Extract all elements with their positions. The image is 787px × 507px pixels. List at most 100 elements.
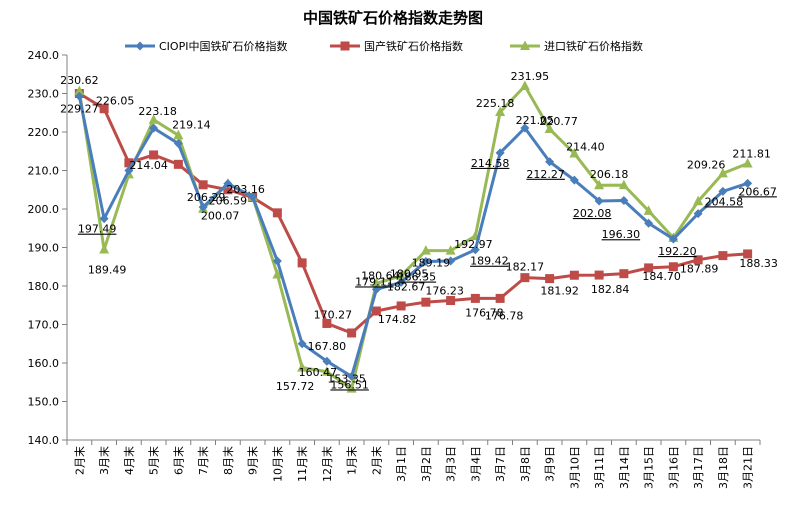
data-point: [644, 218, 654, 228]
data-point: [520, 40, 530, 50]
data-label: 202.08: [573, 207, 612, 220]
data-label: 200.07: [201, 210, 240, 223]
data-point: [569, 270, 579, 280]
data-label: 160.47: [299, 366, 338, 379]
x-tick-label: 7月末: [196, 446, 210, 475]
data-point: [297, 258, 307, 268]
data-point: [371, 306, 381, 316]
data-label: 179.11: [355, 275, 394, 288]
data-label: 226.05: [96, 95, 135, 108]
data-label: 206.59: [209, 195, 248, 208]
data-label: 157.72: [276, 380, 315, 393]
x-tick-label: 3月17日: [692, 446, 705, 489]
data-label: 204.58: [705, 195, 744, 208]
data-point: [693, 195, 704, 206]
data-label: 156.51: [330, 378, 369, 391]
y-tick-label: 230.0: [28, 88, 60, 101]
data-point: [743, 178, 753, 188]
data-point: [420, 245, 431, 255]
x-tick-label: 1月末: [345, 446, 359, 475]
y-tick-label: 140.0: [28, 434, 60, 447]
data-point: [519, 80, 530, 90]
data-point: [124, 158, 134, 168]
x-tick-label: 3月15日: [643, 446, 656, 489]
data-point: [742, 158, 753, 168]
data-label: 176.78: [485, 309, 524, 322]
legend-item: CIOPI中国铁矿石价格指数: [125, 39, 287, 53]
data-label: 209.26: [687, 158, 726, 171]
data-point: [594, 270, 604, 280]
data-point: [173, 129, 184, 140]
data-label: 170.27: [314, 308, 353, 321]
x-tick-label: 11月末: [295, 446, 309, 482]
data-point: [148, 114, 159, 124]
data-point: [198, 202, 208, 212]
data-point: [346, 383, 357, 393]
x-tick-label: 8月末: [221, 446, 235, 475]
x-tick-label: 10月末: [270, 446, 284, 482]
data-label: 223.18: [138, 105, 177, 118]
data-point: [347, 371, 357, 381]
data-point: [495, 106, 506, 117]
data-point: [718, 186, 728, 196]
data-point: [149, 123, 159, 133]
data-point: [223, 179, 233, 189]
data-point: [693, 209, 703, 219]
data-point: [643, 205, 654, 215]
data-point: [371, 284, 381, 294]
data-point: [545, 274, 555, 284]
data-point: [743, 249, 753, 259]
data-point: [248, 192, 258, 202]
data-label: 220.77: [539, 115, 578, 128]
data-point: [668, 234, 678, 244]
x-tick-label: 3月10日: [568, 446, 581, 489]
data-point: [173, 159, 183, 169]
data-point: [99, 214, 109, 224]
data-label: 211.81: [732, 148, 771, 161]
data-label: 219.14: [172, 118, 211, 131]
x-tick-label: 3月8日: [519, 446, 532, 482]
y-tick-label: 180.0: [28, 280, 60, 293]
data-label: 180.95: [390, 267, 429, 280]
data-point: [569, 175, 579, 185]
data-point: [470, 245, 480, 255]
x-tick-label: 3月11日: [593, 446, 606, 489]
x-tick-label: 3月7日: [494, 446, 507, 482]
data-label: 196.30: [602, 228, 641, 241]
data-point: [322, 356, 332, 366]
data-point: [544, 123, 555, 134]
data-point: [396, 301, 406, 311]
data-point: [594, 179, 605, 190]
x-tick-label: 2月末: [369, 446, 383, 475]
data-point: [347, 328, 357, 338]
x-tick-label: 5月末: [147, 446, 161, 475]
data-point: [717, 167, 728, 178]
data-label: 231.95: [511, 70, 550, 83]
data-label: 229.27: [60, 102, 99, 115]
data-point: [74, 85, 85, 96]
chart-title: 中国铁矿石价格指数走势图: [303, 9, 483, 27]
data-point: [173, 139, 183, 149]
data-point: [446, 296, 456, 306]
data-point: [644, 263, 654, 273]
data-point: [297, 362, 308, 372]
x-tick-label: 3月21日: [742, 446, 755, 489]
data-label: 203.16: [226, 183, 265, 196]
x-tick-label: 6月末: [171, 446, 185, 475]
data-point: [495, 293, 505, 303]
x-tick-label: 3月16日: [667, 446, 680, 489]
data-point: [99, 243, 110, 254]
data-point: [421, 297, 431, 307]
y-tick-label: 210.0: [28, 165, 60, 178]
data-point: [371, 278, 382, 288]
data-label: 192.20: [658, 245, 697, 258]
series-layer: [74, 80, 753, 393]
data-label: 212.27: [526, 168, 565, 181]
legend-label: 进口铁矿石价格指数: [544, 39, 643, 53]
data-label: 189.49: [88, 263, 127, 276]
x-tick-label: 3月末: [97, 446, 111, 475]
data-label: 206.18: [590, 168, 629, 181]
data-label: 181.92: [540, 285, 579, 298]
